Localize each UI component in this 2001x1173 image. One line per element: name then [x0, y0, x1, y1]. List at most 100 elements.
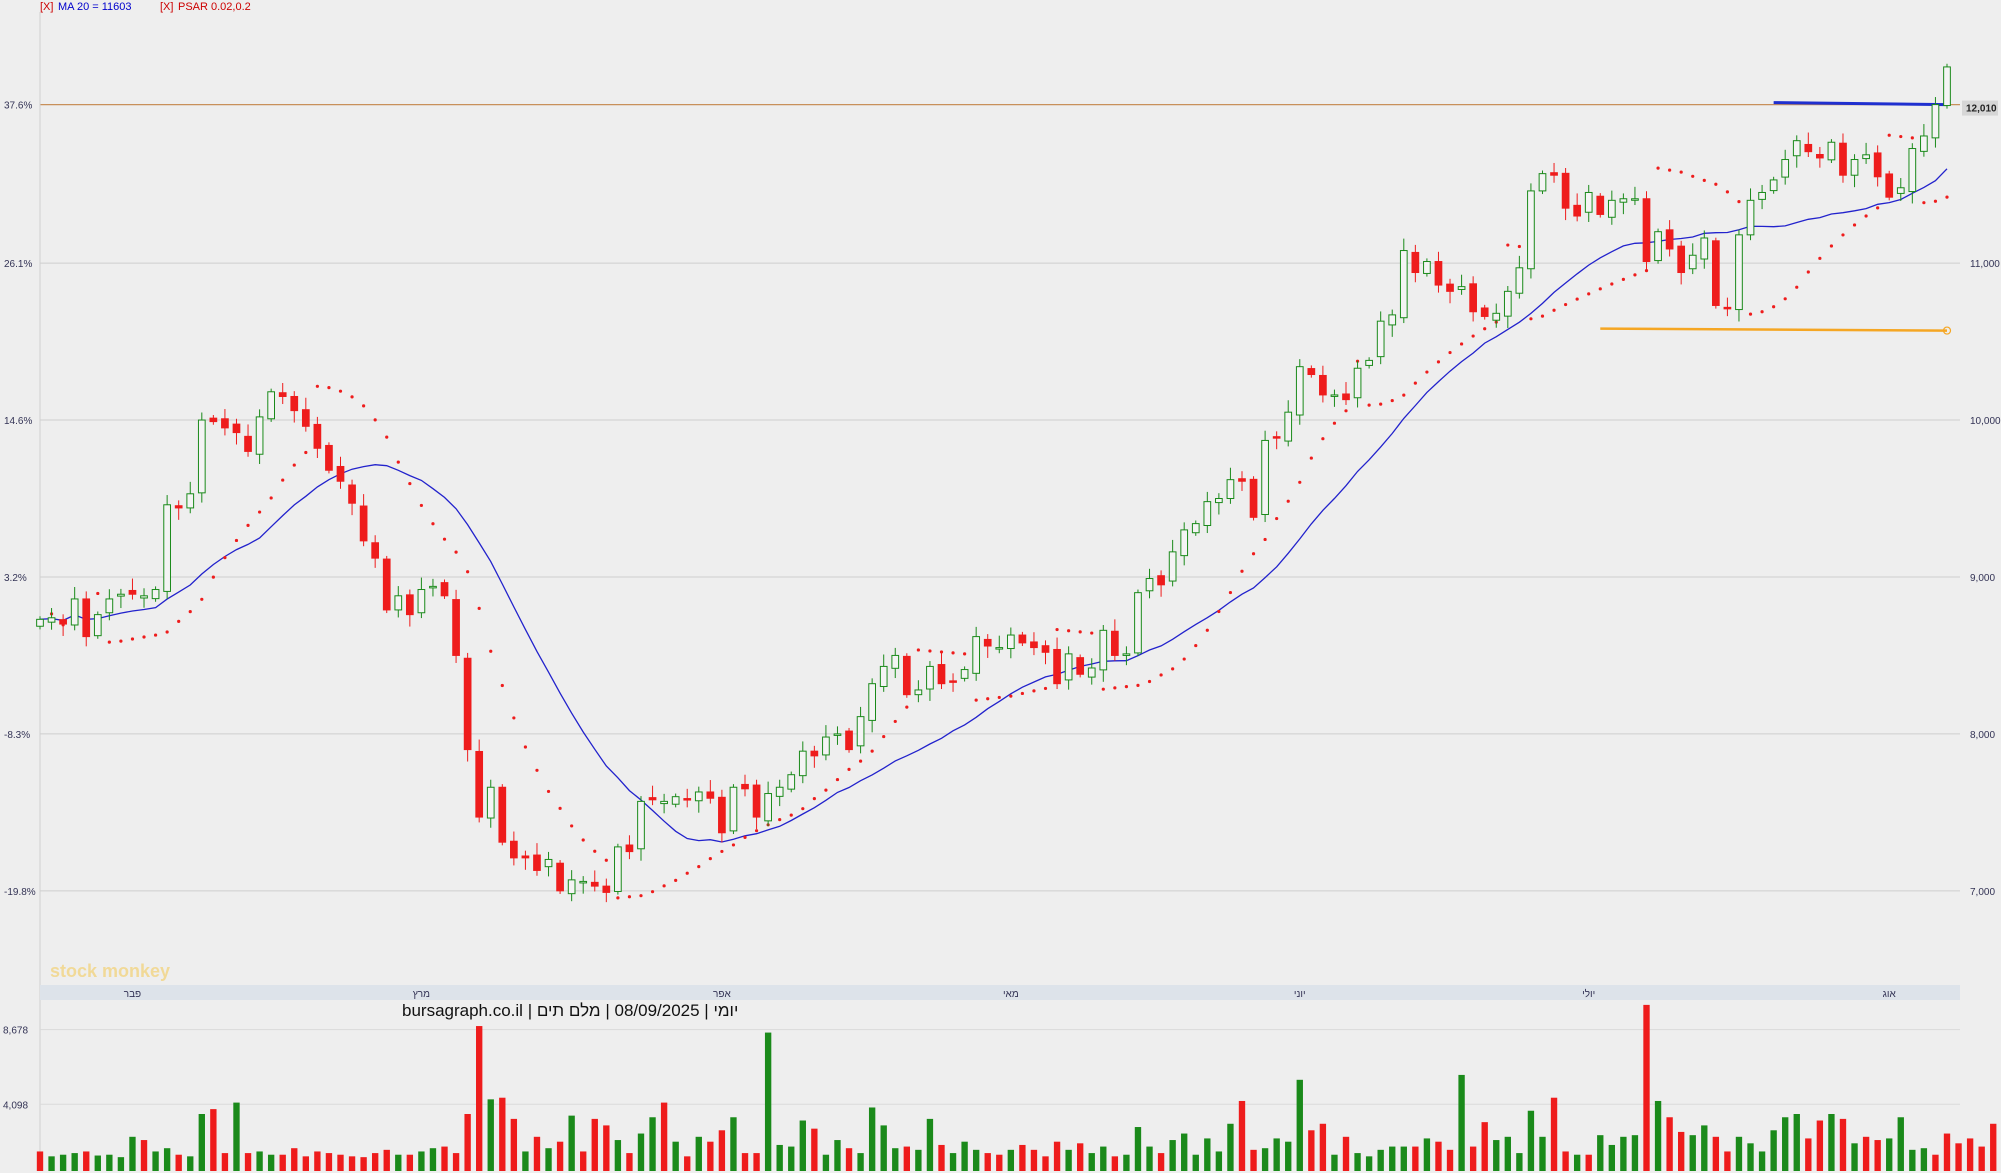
- candle-down: [336, 465, 345, 482]
- candle-down: [556, 862, 564, 892]
- volume-bar: [972, 1149, 980, 1171]
- psar-dot: [1436, 360, 1441, 364]
- psar-dot: [1564, 302, 1568, 307]
- candle-down: [232, 423, 241, 434]
- volume-bar: [210, 1109, 217, 1171]
- volume-bar: [1365, 1156, 1373, 1171]
- candle-down: [1411, 251, 1420, 274]
- psar-dot: [246, 523, 250, 527]
- candle-down: [1041, 645, 1050, 653]
- candle-down: [1873, 152, 1882, 178]
- volume-bar: [1146, 1146, 1153, 1171]
- volume-bar: [1446, 1149, 1454, 1171]
- psar-dot: [1390, 398, 1394, 403]
- psar-dot: [408, 481, 412, 486]
- volume-bar: [1389, 1146, 1396, 1171]
- candle-up: [1943, 66, 1951, 107]
- footer-caption: יומי | 08/09/2025 | מלם תים | bursagraph…: [402, 1001, 738, 1020]
- candle-down: [313, 423, 322, 449]
- candle-down: [244, 435, 252, 452]
- psar-dot: [1783, 297, 1787, 301]
- volume-bar: [48, 1156, 55, 1171]
- psar-dot: [674, 878, 678, 882]
- psar-dot: [1945, 195, 1949, 199]
- ma-legend-marker[interactable]: [X]: [40, 1, 53, 13]
- support-line-handle: [1942, 326, 1952, 335]
- candle-up: [1365, 359, 1373, 366]
- psar-dot: [1402, 393, 1406, 397]
- volume-bar: [822, 1154, 830, 1171]
- psar-dot: [1448, 350, 1452, 355]
- candle-down: [718, 796, 726, 834]
- psar-dot: [939, 650, 944, 654]
- volume-bar: [1828, 1114, 1835, 1171]
- volume-bar: [1423, 1138, 1431, 1171]
- volume-bar: [1123, 1154, 1130, 1171]
- candle-up: [1584, 191, 1593, 213]
- volume-bar: [1724, 1151, 1731, 1171]
- volume-bar: [741, 1153, 749, 1171]
- volume-bar: [1666, 1117, 1673, 1171]
- volume-bar: [1966, 1138, 1974, 1171]
- volume-bar: [1215, 1151, 1223, 1171]
- volume-bar: [1504, 1136, 1511, 1171]
- candle-up: [1492, 312, 1501, 321]
- volume-bar: [487, 1099, 494, 1171]
- psar-dot: [604, 858, 608, 862]
- psar-legend-text: PSAR 0.02,0.2: [178, 1, 251, 13]
- volume-bar: [244, 1153, 252, 1171]
- candle-up: [394, 595, 403, 611]
- last-price-tag: [1962, 100, 1998, 116]
- candle-up: [1122, 653, 1131, 656]
- volume-bar: [198, 1114, 205, 1171]
- psar-dot: [1055, 627, 1059, 632]
- volume-bar: [221, 1153, 229, 1171]
- volume-bars: [36, 1004, 1997, 1171]
- psar-dot: [304, 450, 308, 455]
- volume-bar: [1712, 1136, 1720, 1171]
- psar-dot: [1587, 292, 1591, 296]
- psar-dot: [130, 637, 135, 641]
- volume-bar: [441, 1146, 448, 1171]
- psar-dot: [1552, 308, 1556, 312]
- candle-down: [810, 750, 819, 757]
- volume-bar: [371, 1153, 379, 1171]
- volume-bar: [117, 1157, 125, 1171]
- psar-dot: [350, 395, 354, 399]
- psar-dot: [1009, 694, 1013, 698]
- candle-down: [452, 599, 460, 656]
- psar-dot: [466, 570, 470, 574]
- fib-label: -19.8%: [4, 887, 36, 898]
- psar-dot: [1113, 686, 1117, 690]
- volume-bar: [626, 1153, 633, 1171]
- candle-down: [1550, 172, 1558, 176]
- psar-dot: [708, 857, 712, 861]
- volume-bar: [996, 1154, 1003, 1171]
- candle-down: [683, 798, 692, 801]
- volume-bar: [1111, 1156, 1119, 1171]
- psar-dot: [1760, 310, 1764, 314]
- trend-lines: [1600, 101, 1952, 335]
- psar-legend-marker[interactable]: [X]: [160, 1, 173, 13]
- month-label: מאי: [1003, 989, 1019, 1000]
- psar-dot: [1899, 134, 1903, 139]
- fib-label: -8.3%: [4, 730, 30, 741]
- candle-up: [1758, 191, 1766, 200]
- psar-dot: [662, 884, 666, 888]
- psar-dot: [1344, 409, 1348, 413]
- volume-bar: [984, 1153, 991, 1171]
- volume-bar: [834, 1140, 841, 1171]
- psar-dot: [153, 633, 158, 637]
- candle-up: [1099, 629, 1108, 671]
- candle-up: [1145, 578, 1154, 592]
- volume-bar: [1562, 1151, 1569, 1171]
- volume-bar: [1608, 1144, 1616, 1171]
- psar-dot: [812, 796, 816, 801]
- volume-bar: [1805, 1138, 1812, 1171]
- candle-up: [1388, 314, 1397, 326]
- candle-up: [105, 598, 114, 614]
- volume-bar: [1862, 1136, 1870, 1171]
- candle-down: [1307, 368, 1316, 376]
